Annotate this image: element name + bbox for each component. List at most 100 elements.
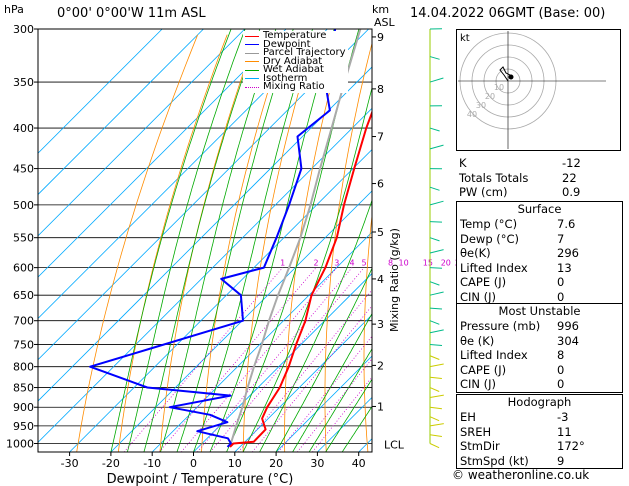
- index-row: PW (cm) 0.9: [456, 185, 623, 200]
- pressure-tick-label: 650: [13, 289, 34, 302]
- pressure-tick-label: 950: [13, 420, 34, 433]
- legend-item: Temperature: [245, 30, 346, 41]
- hodograph-stat-row: StmDir 172°: [457, 439, 622, 454]
- x-tick-label: 10: [228, 457, 242, 470]
- wind-barb: [429, 144, 444, 150]
- most-unstable-box: Most Unstable Pressure (mb) 996 θe (K) 304 L…: [456, 303, 623, 393]
- hodograph-stat-row: StmSpd (kt) 9: [457, 454, 622, 469]
- height-tick-label: 8: [377, 83, 384, 96]
- wet-adiabat: [259, 199, 372, 452]
- wind-barb: [429, 307, 443, 310]
- legend-item: Dry Adiabat: [245, 55, 346, 67]
- wind-barb: [429, 249, 444, 254]
- legend-label: Dry Adiabat: [263, 55, 323, 67]
- hodograph-stat-value: -3: [557, 410, 569, 424]
- wet-adiabat: [275, 267, 372, 452]
- wet-adiabat: [176, 29, 294, 452]
- most-unstable-value: 8: [557, 348, 565, 362]
- hodograph-kt-label: kt: [460, 33, 470, 44]
- height-tick-label: 7: [377, 131, 384, 144]
- wind-barb: [429, 127, 440, 132]
- mixing-ratio-labels: 12345810152025: [280, 259, 465, 268]
- legend-label: Isotherm: [263, 72, 308, 84]
- wind-barb: [429, 434, 442, 437]
- dry-adiabat: [242, 34, 316, 452]
- most-unstable-row: CAPE (J) 0: [457, 363, 622, 378]
- legend-label: Temperature: [263, 30, 327, 41]
- mixing-ratio-label: 2: [314, 259, 319, 268]
- pressure-tick-label: 600: [13, 262, 34, 275]
- height-tick-label: 4: [377, 273, 384, 286]
- hodograph-box-title: Hodograph: [507, 395, 572, 409]
- pressure-tick-label: 400: [13, 122, 34, 135]
- surface-value: 13: [557, 260, 572, 275]
- wind-barb: [429, 355, 440, 360]
- x-axis-label: Dewpoint / Temperature (°C): [107, 472, 294, 486]
- mixing-ratio-label: 10: [399, 259, 409, 268]
- dry-adiabat: [284, 34, 346, 452]
- legend-item: Dewpoint: [245, 39, 346, 50]
- isotherm: [38, 29, 328, 319]
- wind-barb: [429, 416, 440, 422]
- isotherm: [110, 190, 372, 452]
- legend-swatch: [245, 78, 259, 80]
- datetime-label: 14.04.2022 06GMT (Base: 00): [410, 6, 606, 21]
- surface-box: Surface Temp (°C) 7.6 Dewp (°C) 7 θe(K) 296 Li…: [456, 201, 623, 305]
- wet-adiabat: [292, 312, 372, 452]
- wind-barb: [429, 387, 440, 392]
- copyright: © weatheronline.co.uk: [452, 468, 590, 482]
- most-unstable-title: Most Unstable: [498, 304, 581, 318]
- surface-value: 0: [557, 289, 565, 304]
- mixing-ratio-label: 5: [362, 259, 367, 268]
- legend-swatch: [245, 86, 259, 88]
- hodograph-ring-label: 30: [476, 101, 486, 110]
- isotherm: [38, 29, 163, 154]
- surface-row: Lifted Index 13: [457, 261, 622, 276]
- mixing-ratio-line: [277, 335, 372, 452]
- most-unstable-value: 0: [557, 377, 565, 391]
- x-tick-label: -20: [102, 457, 120, 470]
- mixing-ratio-axis-label: Mixing Ratio (g/kg): [388, 228, 401, 332]
- wind-barb: [429, 423, 444, 427]
- index-label: K: [459, 156, 467, 170]
- mixing-ratio-line: [296, 358, 372, 452]
- hodograph-ring-label: 10: [494, 83, 504, 92]
- hodograph-stat-value: 11: [557, 424, 572, 439]
- index-value: 22: [562, 170, 577, 185]
- index-value: -12: [562, 156, 581, 170]
- surface-label: Lifted Index: [460, 260, 528, 275]
- surface-label: Dewp (°C): [460, 231, 520, 246]
- height-tick-label: 1: [377, 401, 384, 414]
- surface-value: 296: [557, 246, 579, 260]
- mixing-ratio-line: [123, 267, 284, 452]
- wind-barb: [429, 320, 440, 325]
- index-row: K -12: [456, 156, 623, 171]
- surface-label: Temp (°C): [460, 217, 518, 231]
- wind-barb: [429, 406, 442, 410]
- surface-title: Surface: [517, 202, 562, 216]
- wind-barb: [429, 363, 444, 368]
- surface-value: 7.6: [557, 217, 576, 231]
- legend-item: Isotherm: [245, 72, 346, 84]
- dry-adiabat: [402, 35, 433, 452]
- isotherm: [38, 29, 204, 196]
- isotherm: [38, 29, 246, 237]
- legend-item: Wet Adiabat: [245, 65, 346, 75]
- most-unstable-label: Lifted Index: [460, 348, 528, 362]
- profile-lines: [89, 29, 372, 448]
- most-unstable-row: Pressure (mb) 996: [457, 319, 622, 334]
- dry-adiabat: [363, 212, 372, 452]
- height-tick-label: 2: [377, 359, 384, 372]
- plot-frame: [37, 28, 373, 453]
- wind-barb: [429, 443, 440, 449]
- hpa-label: hPa: [4, 3, 24, 16]
- temperature-line: [229, 109, 372, 448]
- mixing-ratio-label: 4: [349, 259, 354, 268]
- mixing-ratio-line: [209, 267, 365, 452]
- surface-row: θe(K) 296: [457, 246, 622, 261]
- surface-label: CAPE (J): [460, 275, 507, 289]
- hodograph-ring-label: 20: [485, 92, 495, 101]
- pressure-tick-label: 800: [13, 361, 34, 374]
- isotherm: [193, 272, 372, 452]
